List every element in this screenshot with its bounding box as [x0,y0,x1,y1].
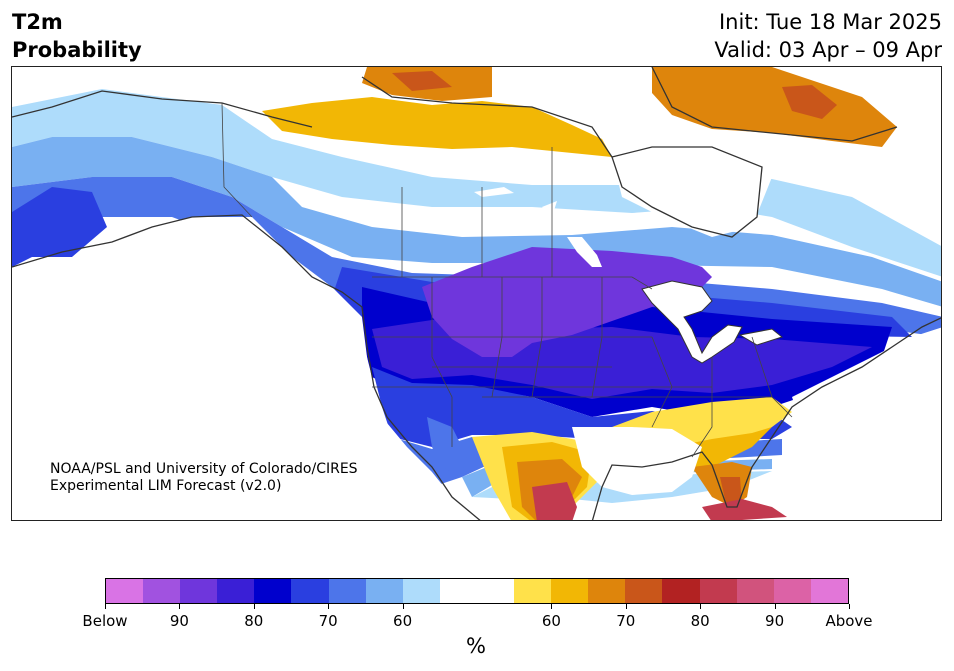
arctic-warm-region [262,97,612,157]
hudson-bay [612,147,772,237]
colorbar-tickmark [625,604,627,609]
colorbar-segment [217,579,255,603]
colorbar-segment [143,579,181,603]
colorbar-segment [810,579,848,603]
colorbar-segment [476,579,515,603]
cuba-red [702,499,787,520]
baja-blue [427,417,467,477]
colorbar-segment [291,579,329,603]
colorbar-segment [254,579,292,603]
colorbar-tick-label: 90 [169,612,189,630]
alaska-light-blue [12,89,941,277]
colorbar-segment [402,579,440,603]
colorbar-segment [625,579,663,603]
colorbar-tick-label: Below [82,612,128,630]
probability-colorbar [105,578,849,604]
colorbar-segment [588,579,626,603]
colorbar-tick-label: 80 [244,612,264,630]
colorbar-segment [551,579,589,603]
colorbar-tick-label: 70 [616,612,636,630]
colorbar-tickmark [105,604,106,609]
arctic-red-region [392,71,837,119]
colorbar-tick-label: 60 [541,612,561,630]
colorbar-segment [439,579,477,603]
colorbar-segment [736,579,774,603]
great-bear-lake [474,187,514,197]
alaska-medium-blue [12,137,941,307]
credit-line-2: Experimental LIM Forecast (v2.0) [50,478,282,494]
colorbar-tick-label: 70 [318,612,338,630]
colorbar-segment [328,579,366,603]
lake-winnipeg [567,237,602,267]
forecast-dates: Init: Tue 18 Mar 2025 Valid: 03 Apr – 09… [714,8,942,64]
mexico-red [532,482,577,520]
map-canvas [12,67,941,520]
colorbar-segment [180,579,218,603]
probability-map: NOAA/PSL and University of Colorado/CIRE… [11,66,942,521]
map-credit: NOAA/PSL and University of Colorado/CIRE… [50,461,358,495]
colorbar-tick-label: Above [825,612,873,630]
coastlines [12,67,941,520]
colorbar-tickmark [551,604,553,609]
colorbar-tickmark [774,604,776,609]
gulf-of-mexico [572,427,702,495]
pacific-ocean [12,217,480,520]
colorbar-segment [699,579,737,603]
great-slave-lake [542,201,557,217]
colorbar-tickmark [328,604,330,609]
variable-label: T2m [12,10,63,34]
colorbar-segment [365,579,403,603]
colorbar-tickmark [179,604,181,609]
valid-date: Valid: 03 Apr – 09 Apr [714,38,942,62]
credit-line-1: NOAA/PSL and University of Colorado/CIRE… [50,461,358,477]
colorbar-segment [106,579,144,603]
arctic-orange-region [362,67,897,147]
colorbar-segment [662,579,700,603]
great-lakes [641,280,784,364]
colorbar-tickmark [849,604,850,609]
political-borders [221,102,793,458]
map-title: T2m Probability [12,8,142,64]
colorbar-segment [773,579,811,603]
colorbar-tick-label: 90 [765,612,785,630]
product-label: Probability [12,38,142,62]
central-us-violet [422,247,712,357]
atlantic-ocean [772,327,941,520]
colorbar-tickmark [402,604,404,609]
init-date: Init: Tue 18 Mar 2025 [718,10,942,34]
colorbar-tickmark [700,604,702,609]
colorbar-segment [514,579,552,603]
colorbar-tickmark [253,604,255,609]
colorbar-tick-label: 60 [393,612,413,630]
colorbar-unit: % [466,634,486,658]
colorbar-tick-label: 80 [690,612,710,630]
